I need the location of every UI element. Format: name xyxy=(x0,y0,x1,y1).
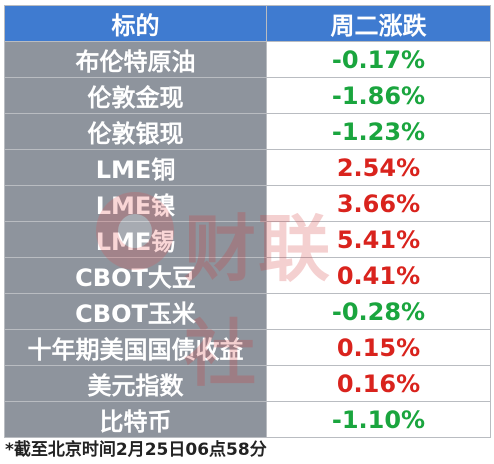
change-value: 0.16% xyxy=(266,365,491,402)
table-row: 美元指数 0.16% xyxy=(4,365,491,402)
table-row: 伦敦金现 -1.86% xyxy=(4,77,491,114)
change-value: -1.86% xyxy=(266,77,491,114)
change-value: 2.54% xyxy=(266,149,491,186)
instrument-name: 比特币 xyxy=(4,401,267,438)
change-value: -0.17% xyxy=(266,41,491,78)
table-header-row: 标的 周二涨跌 xyxy=(4,5,491,42)
change-value: -1.23% xyxy=(266,113,491,150)
instrument-name: 美元指数 xyxy=(4,365,267,402)
instrument-name: LME铜 xyxy=(4,149,267,186)
instrument-name: 十年期美国国债收益 xyxy=(4,329,267,366)
header-name: 标的 xyxy=(4,5,267,42)
table-row: 比特币 -1.10% xyxy=(4,401,491,438)
header-change: 周二涨跌 xyxy=(266,5,491,42)
instrument-name: LME镍 xyxy=(4,185,267,222)
table-row: 伦敦银现 -1.23% xyxy=(4,113,491,150)
instrument-name: 布伦特原油 xyxy=(4,41,267,78)
table-row: LME镍 3.66% xyxy=(4,185,491,222)
market-change-table: 标的 周二涨跌 布伦特原油 -0.17% 伦敦金现 -1.86% 伦敦银现 -1.23% L… xyxy=(4,5,491,438)
change-value: -1.10% xyxy=(266,401,491,438)
instrument-name: CBOT玉米 xyxy=(4,293,267,330)
change-value: -0.28% xyxy=(266,293,491,330)
change-value: 3.66% xyxy=(266,185,491,222)
table-row: 十年期美国国债收益 0.15% xyxy=(4,329,491,366)
footnote: *截至北京时间2月25日06点58分 xyxy=(5,440,267,460)
change-value: 0.15% xyxy=(266,329,491,366)
table-body: 布伦特原油 -0.17% 伦敦金现 -1.86% 伦敦银现 -1.23% LME铜 2.54%… xyxy=(4,41,491,438)
instrument-name: LME锡 xyxy=(4,221,267,258)
table-row: CBOT玉米 -0.28% xyxy=(4,293,491,330)
table-row: 布伦特原油 -0.17% xyxy=(4,41,491,78)
change-value: 5.41% xyxy=(266,221,491,258)
instrument-name: CBOT大豆 xyxy=(4,257,267,294)
table-row: LME铜 2.54% xyxy=(4,149,491,186)
table-row: LME锡 5.41% xyxy=(4,221,491,258)
table-row: CBOT大豆 0.41% xyxy=(4,257,491,294)
instrument-name: 伦敦银现 xyxy=(4,113,267,150)
change-value: 0.41% xyxy=(266,257,491,294)
instrument-name: 伦敦金现 xyxy=(4,77,267,114)
